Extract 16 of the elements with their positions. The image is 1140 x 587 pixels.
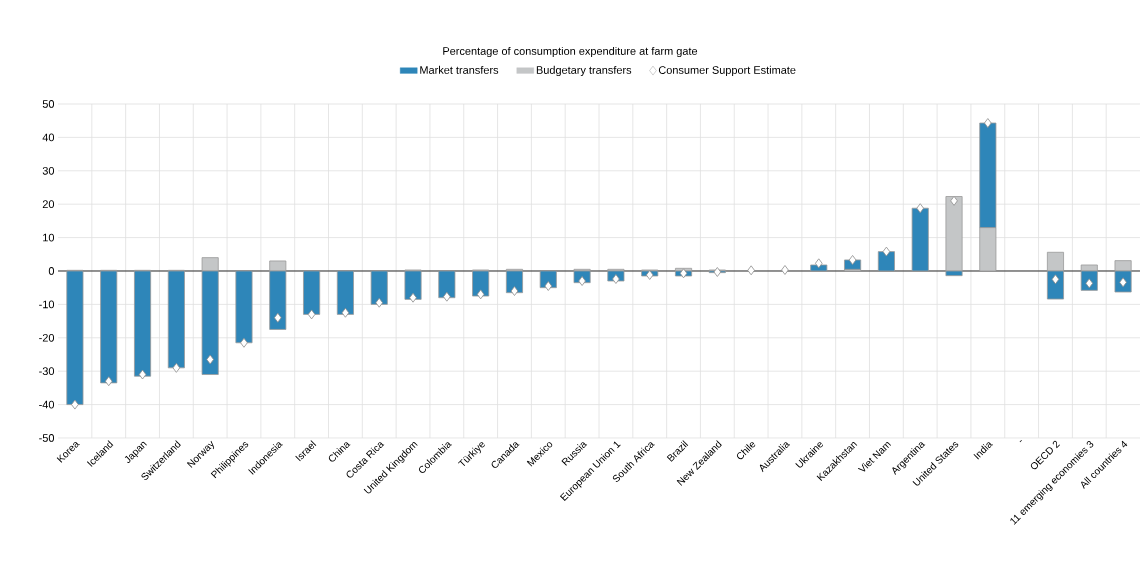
chart-title: Percentage of consumption expenditure at farm gate [443,46,698,58]
y-tick-label: 30 [42,166,55,175]
y-tick-label: 10 [43,233,55,242]
legend-label: Budgetary transfers [536,65,632,77]
legend-label: Market transfers [420,65,499,74]
y-tick-label: -40 [39,400,55,409]
y-tick-label: 0 [48,267,55,275]
y-tick-label: 40 [42,133,55,142]
legend-label: Consumer Support Estimate [658,65,796,77]
x-tick-label: - [1019,440,1022,443]
y-tick-label: -50 [39,434,55,442]
y-tick-label: -20 [39,333,55,342]
y-tick-label: -30 [39,367,55,376]
y-tick-label: 50 [42,100,55,108]
y-tick-label: -10 [39,300,55,309]
y-tick-label: 20 [42,200,55,209]
